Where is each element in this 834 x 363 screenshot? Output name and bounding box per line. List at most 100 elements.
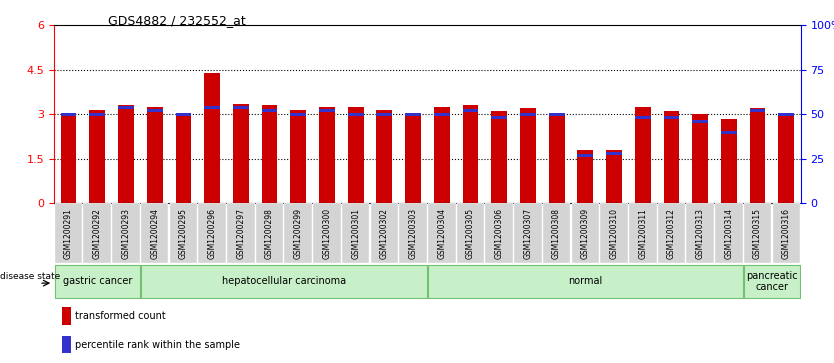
FancyBboxPatch shape [113,203,140,263]
Bar [491,111,507,203]
Bar [175,113,191,116]
Bar [233,104,249,203]
Text: GSM1200298: GSM1200298 [265,208,274,259]
FancyBboxPatch shape [399,203,427,263]
FancyBboxPatch shape [370,203,398,263]
Text: GSM1200301: GSM1200301 [351,208,360,259]
Bar [692,114,708,203]
Bar [204,106,220,109]
Text: GSM1200305: GSM1200305 [466,208,475,259]
FancyBboxPatch shape [428,203,455,263]
Text: hepatocellular carcinoma: hepatocellular carcinoma [222,276,346,286]
Bar [62,307,71,325]
Text: GSM1200316: GSM1200316 [781,208,791,259]
Text: GSM1200297: GSM1200297 [236,208,245,259]
Text: GSM1200315: GSM1200315 [753,208,762,259]
FancyBboxPatch shape [629,203,656,263]
Bar [89,113,105,116]
Bar [290,110,306,203]
Bar [405,113,421,203]
Bar [721,131,736,134]
Bar [778,113,794,203]
Bar [348,113,364,116]
Text: GSM1200302: GSM1200302 [379,208,389,259]
FancyBboxPatch shape [686,203,714,263]
FancyBboxPatch shape [715,203,742,263]
Bar [118,105,134,203]
Bar [692,120,708,123]
Text: pancreatic
cancer: pancreatic cancer [746,270,798,292]
Bar [520,109,535,203]
Text: GSM1200295: GSM1200295 [179,208,188,259]
Bar [491,117,507,119]
Bar [376,113,392,116]
Text: normal: normal [568,276,602,286]
Bar [434,113,450,116]
Bar [778,113,794,116]
Text: GSM1200294: GSM1200294 [150,208,159,259]
Bar [549,113,565,116]
FancyBboxPatch shape [428,265,742,298]
FancyBboxPatch shape [772,203,800,263]
FancyBboxPatch shape [284,203,312,263]
Text: GSM1200296: GSM1200296 [208,208,217,259]
Text: GSM1200299: GSM1200299 [294,208,303,259]
Bar [147,107,163,203]
Bar [721,119,736,203]
FancyBboxPatch shape [55,265,140,298]
Bar [319,109,334,112]
Bar [262,105,278,203]
FancyBboxPatch shape [457,203,485,263]
Text: disease state: disease state [0,273,60,281]
FancyBboxPatch shape [169,203,197,263]
FancyBboxPatch shape [744,203,771,263]
Bar [606,150,622,203]
FancyBboxPatch shape [198,203,226,263]
Bar [577,150,593,203]
Bar [118,106,134,109]
FancyBboxPatch shape [514,203,542,263]
Bar [233,106,249,109]
Text: GSM1200314: GSM1200314 [725,208,733,259]
FancyBboxPatch shape [744,265,800,298]
Bar [549,113,565,203]
Text: GSM1200309: GSM1200309 [580,208,590,259]
Bar [348,107,364,203]
Bar [319,107,334,203]
Bar [750,109,766,203]
Text: GSM1200303: GSM1200303 [409,208,418,259]
Bar [750,109,766,112]
FancyBboxPatch shape [485,203,513,263]
Bar [405,113,421,116]
Text: GSM1200311: GSM1200311 [638,208,647,259]
FancyBboxPatch shape [256,203,284,263]
Bar [434,107,450,203]
Text: gastric cancer: gastric cancer [63,276,132,286]
Bar [89,110,105,203]
Bar [376,110,392,203]
Text: GSM1200310: GSM1200310 [610,208,619,259]
Bar [635,117,651,119]
Bar [62,336,71,354]
Bar [664,111,680,203]
Text: GSM1200293: GSM1200293 [122,208,130,259]
Bar [204,73,220,203]
Bar [664,117,680,119]
Bar [635,107,651,203]
Text: GSM1200312: GSM1200312 [667,208,676,259]
Text: GSM1200313: GSM1200313 [696,208,705,259]
Bar [606,152,622,155]
FancyBboxPatch shape [658,203,686,263]
FancyBboxPatch shape [83,203,111,263]
Bar [520,113,535,116]
Text: GSM1200308: GSM1200308 [552,208,561,259]
FancyBboxPatch shape [543,203,570,263]
FancyBboxPatch shape [600,203,628,263]
Text: GSM1200291: GSM1200291 [64,208,73,259]
FancyBboxPatch shape [55,203,83,263]
Bar [577,154,593,157]
Bar [290,113,306,116]
Bar [147,109,163,112]
FancyBboxPatch shape [342,203,369,263]
Text: GSM1200304: GSM1200304 [437,208,446,259]
